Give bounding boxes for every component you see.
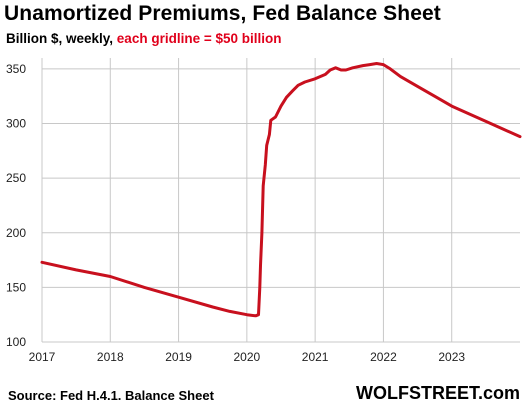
x-axis-labels: 2017 2018 2019 2020 2021 2022 2023: [29, 350, 466, 364]
x-tick-label: 2022: [370, 350, 397, 364]
x-tick-label: 2020: [234, 350, 261, 364]
y-tick-label: 100: [6, 335, 26, 349]
subtitle-gridline-note: each gridline = $50 billion: [116, 31, 282, 46]
x-tick-label: 2017: [29, 350, 56, 364]
x-tick-label: 2018: [97, 350, 124, 364]
y-tick-label: 200: [6, 226, 26, 240]
brand-logo-text: WOLFSTREET.com: [355, 383, 520, 403]
y-tick-label: 350: [6, 62, 26, 76]
y-tick-label: 300: [6, 117, 26, 131]
x-tick-label: 2021: [302, 350, 329, 364]
x-tick-label: 2023: [438, 350, 465, 364]
chart-title: Unamortized Premiums, Fed Balance Sheet: [4, 2, 441, 25]
x-tick-label: 2019: [165, 350, 192, 364]
series-group: [40, 62, 522, 318]
gridlines: [41, 58, 520, 343]
y-tick-label: 150: [6, 280, 26, 294]
chart-subtitle: Billion $, weekly, each gridline = $50 b…: [6, 31, 281, 46]
subtitle-units: Billion $, weekly,: [6, 31, 117, 46]
source-note: Source: Fed H.4.1. Balance Sheet: [8, 388, 214, 403]
y-axis-labels: 100 150 200 250 300 350: [6, 62, 26, 349]
y-tick-label: 250: [6, 171, 26, 185]
series-line: [40, 62, 522, 318]
